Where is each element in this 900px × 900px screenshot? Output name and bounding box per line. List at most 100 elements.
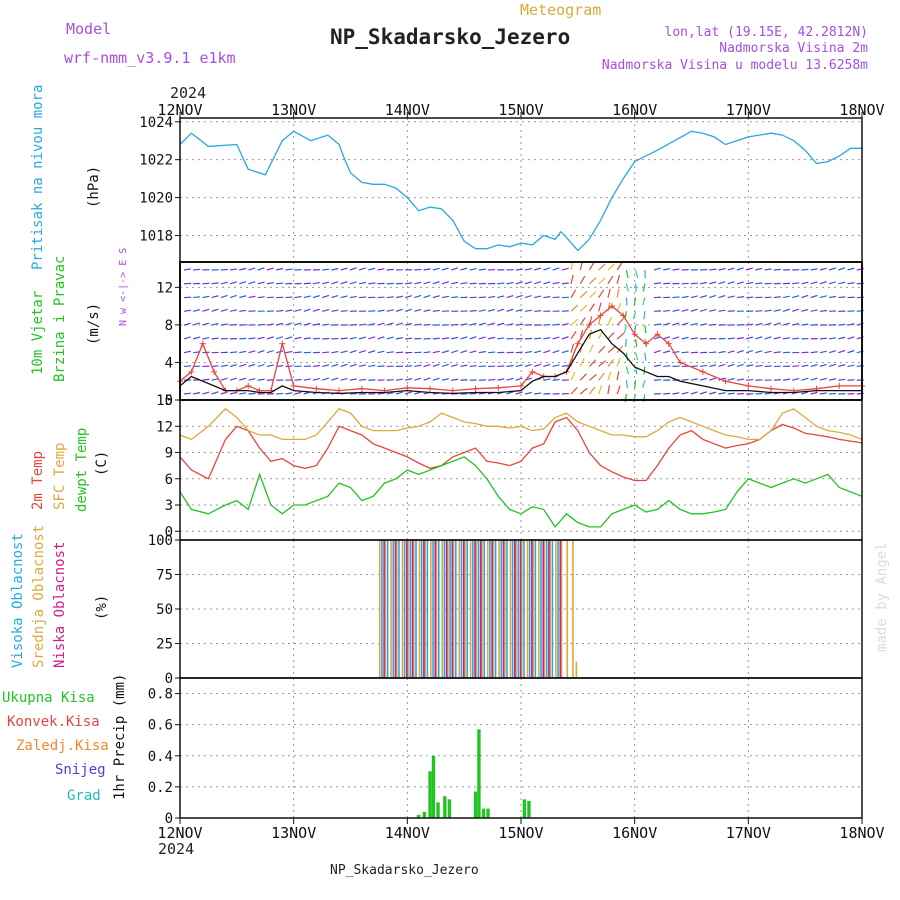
wind-arrow [552, 267, 560, 271]
wind-arrow [709, 294, 717, 299]
wind-arrow [451, 349, 459, 354]
wind-arrow [248, 350, 256, 354]
x-tick-label-bottom: 12NOV [157, 824, 202, 842]
wind-arrow [414, 294, 422, 299]
precip-bar [527, 800, 531, 818]
wind-arrow [211, 322, 219, 326]
wind-arrow [847, 364, 855, 368]
wind-arrow [663, 267, 671, 271]
wind-arrow [294, 322, 302, 326]
precip-bar [443, 796, 447, 818]
wind-arrow [276, 350, 284, 354]
wind-arrow [331, 294, 339, 299]
wind-arrow [248, 392, 256, 395]
wind-arrow [847, 282, 855, 285]
wind-arrow [220, 281, 228, 285]
cloud-bar [491, 540, 493, 678]
wind-arrow [672, 392, 680, 395]
wind-arrow [386, 296, 394, 299]
y-tick-label: 0.8 [148, 687, 173, 703]
wind-arrow [183, 268, 191, 271]
cloud-bar [418, 540, 421, 678]
cloud-bar [503, 540, 506, 678]
wind-arrow [579, 275, 586, 285]
wind-arrow [663, 336, 671, 340]
wind-arrow [340, 295, 348, 299]
wind-arrow [764, 336, 772, 340]
wind-arrow [423, 323, 431, 326]
wind-arrow [340, 377, 348, 381]
cloud-bar [475, 540, 478, 678]
cloud-bar [555, 540, 557, 678]
wind-arrow [478, 350, 486, 354]
wind-arrow [681, 378, 689, 381]
wind-arrow [497, 282, 505, 285]
wind-arrow [478, 296, 486, 299]
pressure-unit: (hPa) [86, 166, 102, 208]
wind-arrow [598, 302, 602, 312]
wind-arrow [663, 309, 671, 312]
precip-bar [447, 799, 452, 818]
wind-arrow [727, 350, 735, 354]
wind-arrow [423, 364, 431, 368]
wind-arrow [653, 336, 661, 340]
wind-arrow [303, 308, 311, 312]
wind-arrow [451, 281, 459, 285]
wind-arrow [570, 274, 574, 284]
wind-arrow [616, 302, 622, 312]
wind-arrow [220, 364, 228, 368]
wind-arrow [515, 351, 523, 354]
wind-arrow [257, 336, 265, 340]
wind-arrow [239, 377, 247, 381]
cloud-bar [452, 540, 455, 678]
wind-arrow [220, 294, 228, 299]
wind-arrow [193, 322, 201, 326]
station-title: NP_Skadarsko_Jezero [330, 25, 570, 49]
wind-arrow [183, 336, 191, 340]
y-tick-label: 0 [165, 671, 173, 687]
wind-arrow [276, 392, 284, 395]
cloud-bar [381, 540, 383, 678]
wind-arrow [239, 309, 247, 312]
x-tick-label-bottom: 16NOV [612, 824, 657, 842]
wind-arrow [423, 377, 431, 381]
wind-arrow [718, 363, 726, 368]
wind-arrow [395, 378, 403, 381]
wind-arrow [699, 294, 707, 299]
wind-arrow [469, 350, 477, 354]
wind-arrow [312, 377, 320, 381]
cloud-bar [466, 540, 468, 678]
wind-arrow [643, 311, 646, 320]
wind-arrow [792, 365, 800, 368]
wind-arrow [359, 323, 367, 326]
wind-arrow [792, 308, 800, 312]
wind-arrow [202, 391, 210, 395]
cloud-bar [543, 540, 546, 678]
cloud-bar [383, 540, 385, 678]
wind-arrow [405, 282, 413, 285]
wind-arrow [681, 336, 689, 340]
wind-arrow [248, 295, 256, 299]
plot-area: 1018102010221024048120369121502550751000… [139, 101, 884, 842]
wind-arrow [386, 309, 394, 312]
wind-arrow [248, 281, 256, 285]
wind-arrow [607, 316, 613, 326]
y-tick-label: 1022 [139, 153, 173, 169]
wind-arrow [487, 322, 495, 326]
wind-arrow [616, 385, 621, 395]
wind-arrow [266, 364, 274, 368]
wind-arrow [607, 358, 614, 367]
wind-arrow [764, 309, 772, 312]
wind-arrow [285, 296, 293, 299]
wind-arrow [838, 267, 846, 271]
wind-arrow [616, 262, 623, 271]
wind-arrow [349, 336, 357, 340]
cloud-bar [398, 540, 400, 678]
temp-unit: (C) [94, 451, 110, 476]
wind-arrow [828, 350, 837, 354]
wind-arrow [183, 392, 192, 395]
wind-arrow [570, 304, 579, 312]
wind-arrow [441, 363, 449, 368]
wind-arrow [681, 351, 689, 354]
wind-arrow [598, 289, 605, 298]
